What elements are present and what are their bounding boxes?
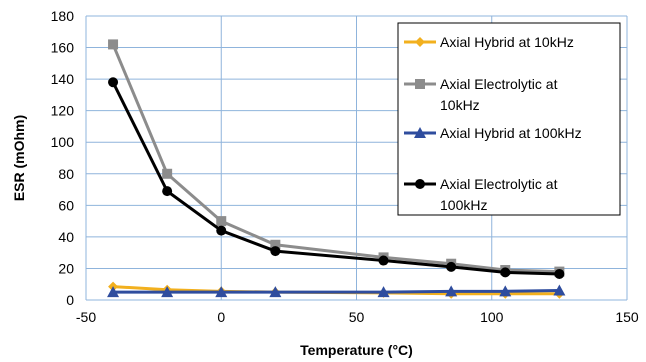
y-tick-label: 20 [58, 260, 74, 276]
data-point [378, 255, 389, 266]
x-tick-label: 50 [349, 309, 365, 325]
data-point [161, 286, 174, 298]
data-point [162, 186, 173, 197]
data-point [107, 286, 120, 298]
legend-entry: Axial Electrolytic at 100kHz [404, 176, 558, 213]
x-tick-label: 0 [217, 309, 225, 325]
data-point [500, 267, 511, 278]
legend-swatch-marker [415, 37, 425, 47]
y-tick-label: 120 [51, 103, 75, 119]
data-point [162, 168, 173, 179]
legend-entry: Axial Hybrid at 100kHz [404, 125, 582, 141]
y-axis-title: ESR (mOhm) [11, 115, 27, 201]
series-3 [107, 284, 566, 298]
legend-entry: Axial Electrolytic at 10kHz [404, 76, 558, 113]
data-point [499, 285, 512, 297]
series-line [113, 289, 560, 294]
data-point [215, 286, 228, 298]
legend-swatch-marker [415, 179, 425, 189]
data-point [269, 286, 282, 298]
x-axis-title: Temperature (°C) [300, 342, 413, 358]
data-point [554, 268, 565, 279]
series [107, 39, 566, 299]
y-tick-label: 80 [58, 166, 74, 182]
legend-label: Axial Electrolytic at [440, 176, 558, 192]
legend-label: Axial Electrolytic at [440, 76, 558, 92]
x-tick-label: 100 [480, 309, 504, 325]
legend: Axial Hybrid at 10kHz Axial Electrolytic … [397, 22, 621, 216]
legend-swatch-marker [415, 79, 425, 89]
data-point [553, 284, 566, 296]
legend-label: 100kHz [440, 197, 487, 213]
data-point [270, 239, 281, 250]
y-tick-label: 0 [66, 292, 74, 308]
data-point [108, 39, 119, 50]
y-tick-label: 40 [58, 229, 74, 245]
x-tick-label: -50 [76, 309, 96, 325]
y-tick-label: 140 [51, 71, 75, 87]
legend-label: Axial Hybrid at 10kHz [440, 34, 574, 50]
y-tick-label: 100 [51, 134, 75, 150]
legend-swatch-marker [414, 127, 426, 138]
data-point [108, 77, 119, 88]
series-line [111, 81, 560, 276]
data-point [216, 216, 227, 227]
data-point [446, 261, 457, 272]
data-point [216, 225, 227, 236]
series-4 [108, 77, 565, 279]
y-tick-label: 160 [51, 40, 75, 56]
data-point [377, 286, 390, 298]
data-point [445, 285, 458, 297]
legend-label: Axial Hybrid at 100kHz [440, 125, 582, 141]
x-tick-label: 150 [615, 309, 639, 325]
legend-entry: Axial Hybrid at 10kHz [404, 34, 574, 50]
data-point [270, 246, 281, 257]
legend-label: 10kHz [440, 97, 480, 113]
y-tick-label: 180 [51, 8, 75, 24]
series-line [111, 43, 560, 274]
y-tick-label: 60 [58, 197, 74, 213]
